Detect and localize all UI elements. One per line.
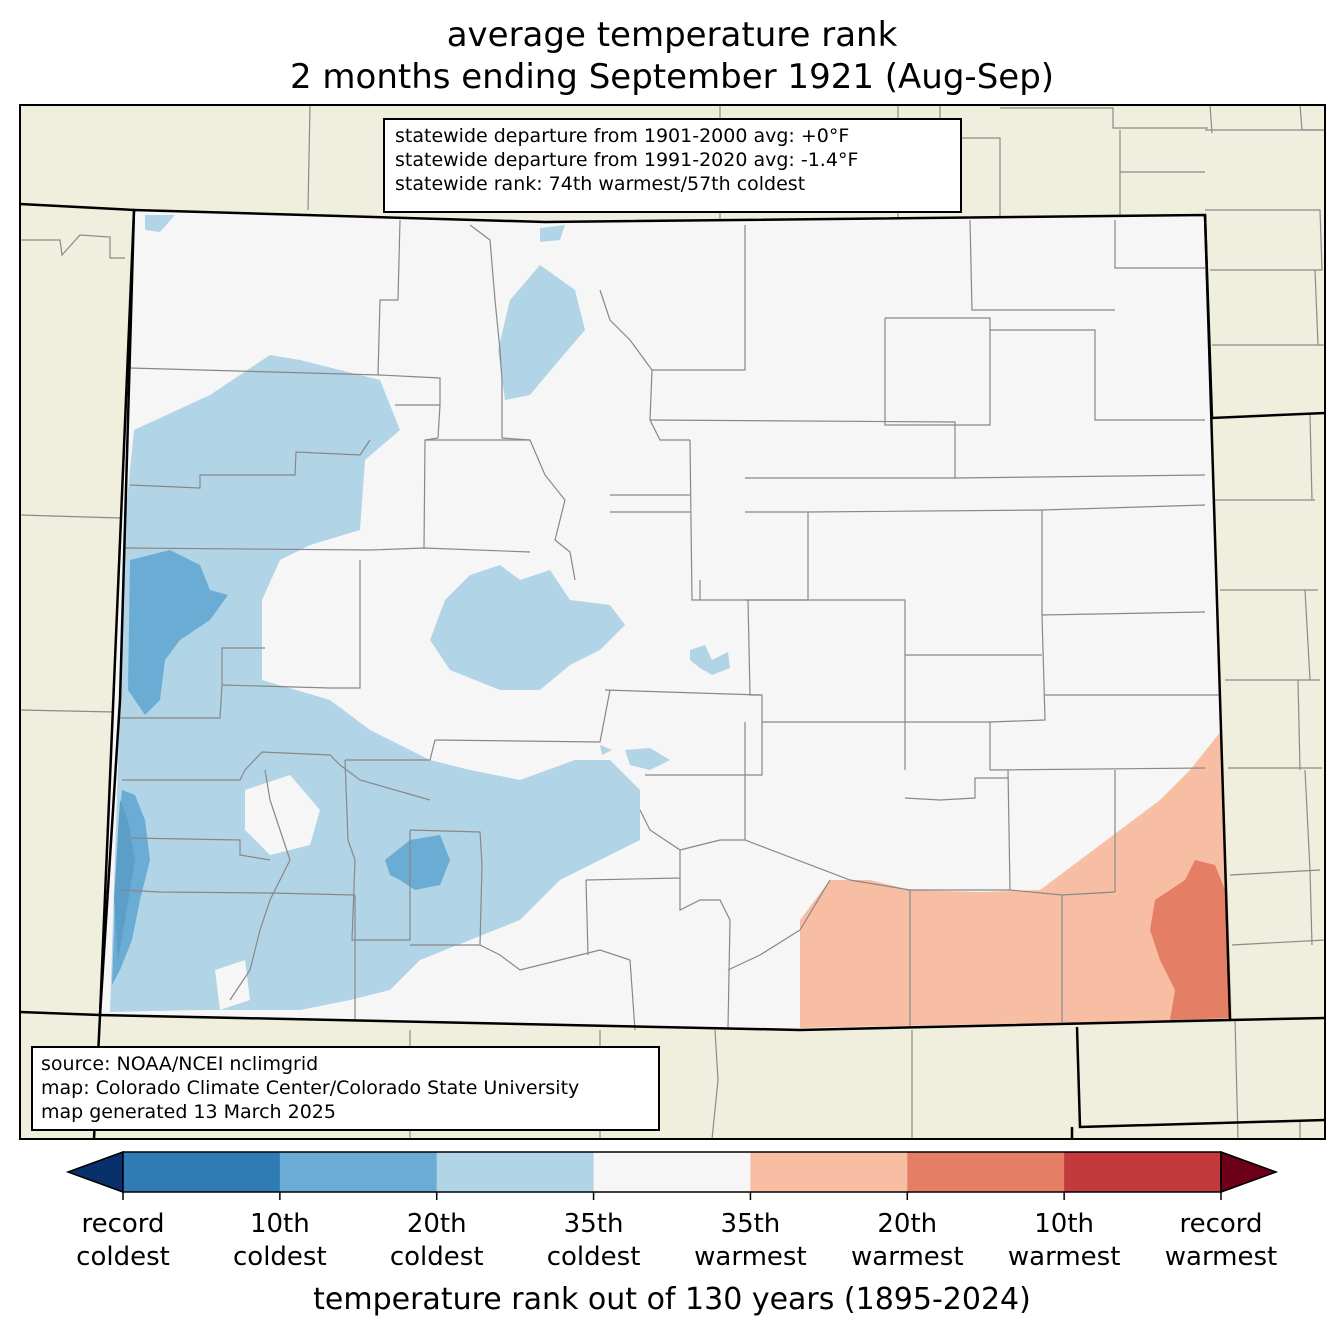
colorbar-tick-label: 10th coldest (200, 1208, 360, 1274)
rank-area-10th-coldest-strip (114, 800, 135, 960)
stats-departure-1991-2020: statewide departure from 1991-2020 avg: … (395, 149, 859, 171)
colorbar-tick-label: 20th coldest (357, 1208, 517, 1274)
rank-area-20th-warmest-southeast (1150, 860, 1230, 1020)
tick-label-line2: coldest (389, 1242, 484, 1272)
source-box: source: NOAA/NCEI nclimgrid map: Colorad… (31, 1046, 660, 1131)
stats-departure-1901-2000: statewide departure from 1901-2000 avg: … (395, 125, 850, 147)
tick-label-line1: 35th (720, 1209, 781, 1239)
tick-label-line1: record (1179, 1209, 1263, 1239)
tick-label-line1: 20th (406, 1209, 467, 1239)
source-line: source: NOAA/NCEI nclimgrid (41, 1053, 319, 1075)
county-lines (119, 219, 1220, 1031)
rank-area-35th-coldest-nw-corner (145, 215, 175, 232)
rank-area-35th-coldest-north (498, 265, 585, 400)
rank-area-35th-coldest-west (110, 355, 640, 1012)
rank-area-20th-coldest-sanjuan (385, 835, 450, 890)
tick-label-line2: warmest (851, 1242, 964, 1272)
tick-label-line1: 10th (249, 1209, 310, 1239)
colorbar-title: temperature rank out of 130 years (1895-… (313, 1282, 1031, 1317)
rank-area-35th-coldest-dots (690, 645, 730, 675)
rank-area-35th-coldest-central (430, 565, 625, 690)
stats-statewide-rank: statewide rank: 74th warmest/57th coldes… (395, 173, 806, 195)
tick-label-line2: coldest (546, 1242, 641, 1272)
tick-label-line2: coldest (233, 1242, 327, 1272)
map-frame (19, 104, 1326, 1140)
tick-label-line2: warmest (1164, 1242, 1278, 1272)
tick-label-line1: 10th (1034, 1209, 1095, 1239)
colorbar-tick-label: 20th warmest (827, 1208, 987, 1274)
rank-hole-neutral-1 (245, 775, 320, 855)
rank-hole-neutral-2 (215, 960, 250, 1010)
statewide-stats-box: statewide departure from 1901-2000 avg: … (383, 118, 962, 213)
tick-label-line1: record (81, 1209, 165, 1239)
map-title-line1: average temperature rank (446, 15, 898, 55)
rank-area-35th-coldest-dots2 (600, 745, 670, 770)
tick-label-line1: 35th (563, 1209, 624, 1239)
tick-label-line1: 20th (877, 1209, 938, 1239)
rank-area-20th-coldest-west (128, 550, 228, 715)
colorbar-tick-label: record coldest (43, 1208, 203, 1274)
tick-label-line2: warmest (694, 1242, 807, 1272)
rank-area-35th-coldest-north-small (540, 225, 565, 242)
colorbar-tick-label: 35th coldest (514, 1208, 674, 1274)
map-credit-line: map: Colorado Climate Center/Colorado St… (41, 1077, 580, 1099)
tick-label-line2: coldest (76, 1242, 170, 1272)
map-generated-line: map generated 13 March 2025 (41, 1101, 336, 1123)
tick-label-line2: warmest (1007, 1242, 1121, 1272)
rank-area-35th-warmest-southeast (800, 730, 1232, 1028)
colorbar-tick-label: 35th warmest (670, 1208, 830, 1274)
map-title-line2: 2 months ending September 1921 (Aug-Sep) (289, 57, 1055, 97)
colorbar-tick-label: record warmest (1141, 1208, 1301, 1274)
colorbar-tick-label: 10th warmest (984, 1208, 1144, 1274)
